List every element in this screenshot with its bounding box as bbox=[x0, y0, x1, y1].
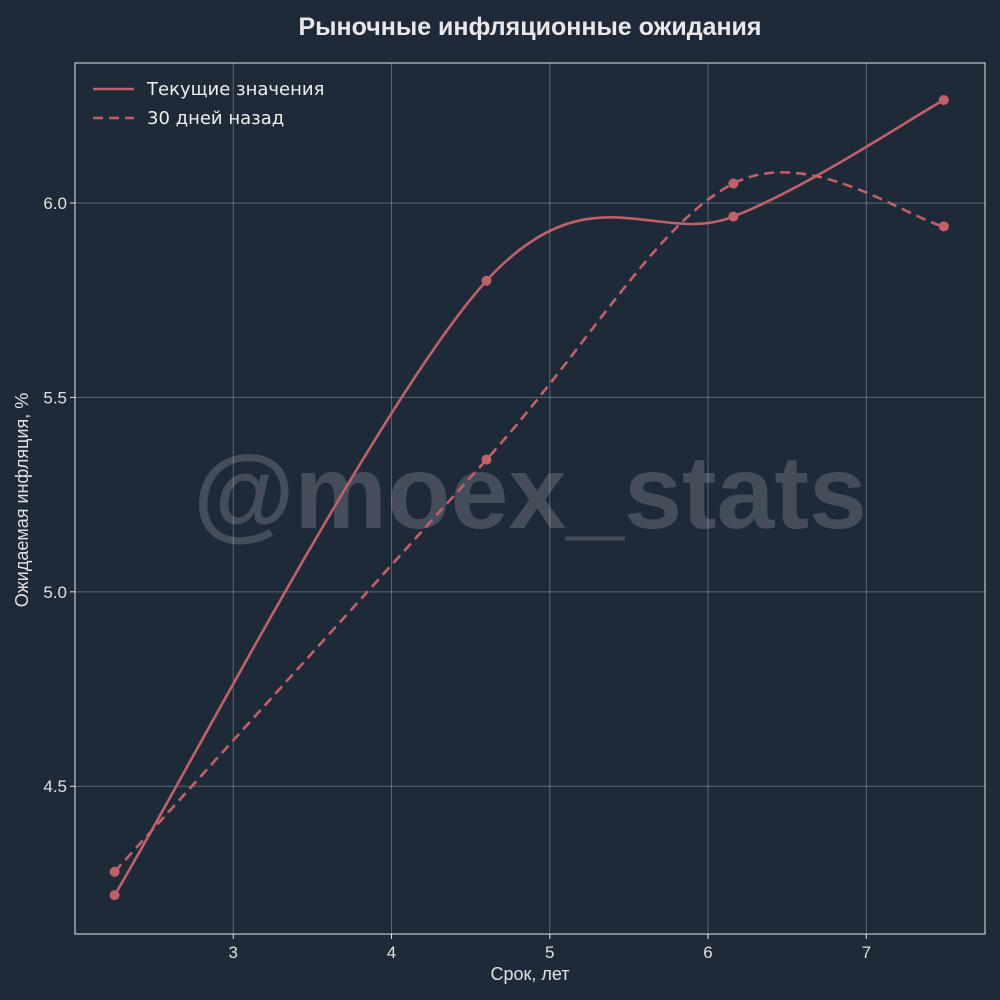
legend-label-1: 30 дней назад bbox=[147, 108, 284, 129]
watermark: @moex_stats bbox=[193, 435, 867, 551]
x-tick-label: 3 bbox=[229, 943, 238, 962]
y-tick-label: 6.0 bbox=[43, 194, 67, 213]
grid bbox=[75, 63, 985, 934]
chart-title: Рыночные инфляционные ожидания bbox=[298, 13, 761, 41]
series-point-1 bbox=[938, 221, 949, 232]
series-point-0 bbox=[109, 890, 120, 901]
y-axis-ticks: 4.5 5.0 5.5 6.0 bbox=[43, 194, 75, 796]
series-point-0 bbox=[728, 211, 739, 222]
series-point-0 bbox=[481, 275, 492, 286]
series-layer bbox=[109, 94, 949, 901]
x-axis-label: Срок, лет bbox=[490, 964, 569, 984]
x-axis-ticks: 3 4 5 6 7 bbox=[229, 934, 871, 962]
y-tick-label: 5.5 bbox=[43, 388, 67, 407]
x-tick-label: 5 bbox=[545, 943, 554, 962]
y-tick-label: 4.5 bbox=[43, 777, 67, 796]
series-line-0 bbox=[113, 98, 945, 896]
series-point-1 bbox=[481, 454, 492, 465]
plot-frame bbox=[74, 62, 986, 935]
x-tick-label: 4 bbox=[387, 943, 396, 962]
x-tick-label: 7 bbox=[862, 943, 871, 962]
series-point-1 bbox=[109, 866, 120, 877]
series-point-1 bbox=[728, 178, 739, 189]
legend: Текущие значения 30 дней назад bbox=[93, 79, 324, 129]
series-line-1 bbox=[113, 171, 945, 873]
y-tick-label: 5.0 bbox=[43, 583, 67, 602]
x-tick-label: 6 bbox=[703, 943, 712, 962]
legend-label-0: Текущие значения bbox=[146, 79, 324, 100]
y-axis-label: Ожидаемая инфляция, % bbox=[12, 393, 32, 608]
series-point-0 bbox=[938, 94, 949, 105]
